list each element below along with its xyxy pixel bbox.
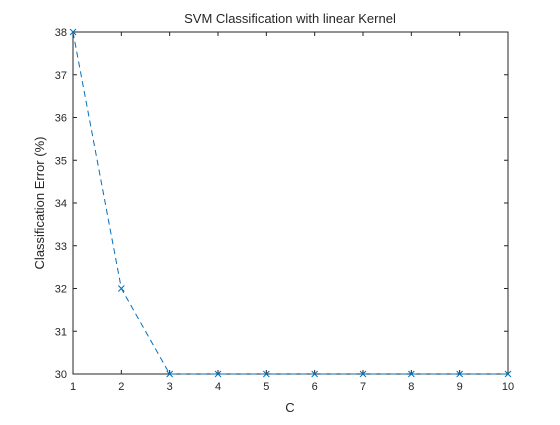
y-tick-label: 33 [55, 241, 67, 253]
data-point [407, 370, 415, 378]
y-tick-label: 31 [55, 326, 67, 338]
data-point [504, 370, 512, 378]
x-tick-label: 3 [167, 381, 173, 393]
x-tick-label: 4 [215, 381, 221, 393]
x-axis-label: C [285, 400, 294, 415]
x-tick-label: 10 [502, 381, 514, 393]
x-tick-label: 7 [360, 381, 366, 393]
y-tick-label: 36 [55, 113, 67, 125]
data-point [69, 28, 77, 36]
y-axis-label: Classification Error (%) [32, 137, 47, 270]
y-tick-label: 34 [55, 198, 67, 210]
x-tick-label: 2 [118, 381, 124, 393]
x-tick-label: 9 [457, 381, 463, 393]
y-axis: 30 31 32 33 34 35 36 37 38 [55, 27, 508, 381]
x-tick-label: 5 [263, 381, 269, 393]
y-tick-label: 35 [55, 155, 67, 167]
series-line [72, 31, 508, 375]
chart-title: SVM Classification with linear Kernel [184, 11, 396, 26]
y-tick-label: 32 [55, 284, 67, 296]
x-tick-label: 6 [312, 381, 318, 393]
y-tick-label: 37 [55, 70, 67, 82]
x-tick-label: 1 [70, 381, 76, 393]
x-axis: 1 2 3 4 5 6 7 8 9 10 [70, 32, 514, 393]
data-point [262, 370, 270, 378]
plot-area [72, 31, 509, 375]
data-point [117, 285, 125, 292]
y-tick-label: 30 [55, 369, 67, 381]
x-tick-label: 8 [408, 381, 414, 393]
series-layer [69, 28, 512, 378]
data-point [456, 370, 464, 378]
data-point [359, 370, 367, 378]
data-point [214, 370, 222, 378]
y-tick-label: 38 [55, 27, 67, 39]
data-point [166, 370, 174, 378]
data-point [311, 370, 319, 378]
